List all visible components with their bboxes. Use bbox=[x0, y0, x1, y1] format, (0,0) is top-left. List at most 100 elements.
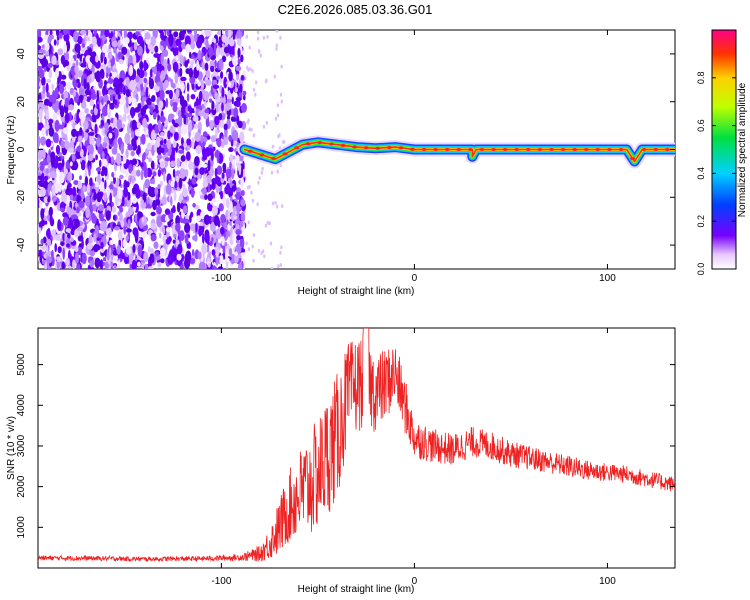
noise-speckle bbox=[231, 129, 239, 141]
noise-speckle bbox=[38, 36, 43, 43]
noise-speckle bbox=[42, 259, 46, 265]
noise-speckle bbox=[240, 199, 246, 207]
trace-peak-dot bbox=[491, 148, 497, 151]
noise-speckle bbox=[103, 192, 108, 203]
noise-speckle bbox=[45, 30, 49, 36]
noise-speckle bbox=[162, 49, 169, 57]
noise-speckle bbox=[254, 92, 257, 97]
noise-speckle bbox=[227, 30, 232, 39]
noise-speckle bbox=[226, 197, 230, 209]
noise-speckle bbox=[101, 158, 108, 167]
noise-speckle bbox=[231, 45, 235, 56]
noise-speckle bbox=[95, 55, 99, 63]
noise-speckle bbox=[84, 107, 89, 114]
noise-speckle bbox=[209, 184, 212, 191]
noise-speckle bbox=[252, 233, 256, 238]
spectrogram-panel: -100 0 100 -40 -20 0 20 40 Height of straight … bbox=[6, 29, 676, 297]
noise-speckle bbox=[98, 204, 105, 212]
noise-speckle bbox=[101, 98, 104, 105]
noise-speckle bbox=[183, 114, 187, 126]
noise-speckle bbox=[205, 39, 209, 50]
noise-speckle bbox=[38, 65, 43, 73]
noise-speckle bbox=[214, 127, 218, 139]
noise-speckle bbox=[119, 213, 123, 222]
noise-speckle bbox=[68, 217, 73, 228]
noise-speckle bbox=[229, 161, 232, 170]
noise-speckle bbox=[174, 180, 178, 189]
noise-speckle bbox=[77, 35, 83, 45]
noise-speckle bbox=[125, 76, 130, 87]
noise-speckle bbox=[183, 138, 187, 143]
noise-speckle bbox=[131, 170, 138, 178]
noise-speckle bbox=[151, 178, 156, 185]
noise-speckle bbox=[44, 175, 49, 182]
noise-speckle bbox=[122, 113, 127, 123]
noise-speckle bbox=[95, 70, 101, 83]
noise-speckle bbox=[122, 154, 127, 164]
noise-speckle bbox=[175, 170, 181, 175]
noise-speckle bbox=[129, 263, 133, 269]
noise-speckle bbox=[157, 55, 160, 63]
colorbar-label: Normalized spectral amplitude bbox=[737, 82, 748, 217]
noise-speckle bbox=[131, 119, 137, 131]
noise-speckle bbox=[163, 242, 167, 249]
noise-speckle bbox=[41, 76, 46, 87]
y-tick-label: -40 bbox=[16, 237, 27, 252]
noise-speckle bbox=[183, 218, 190, 225]
noise-speckle bbox=[177, 229, 181, 236]
noise-speckle bbox=[75, 59, 79, 67]
noise-speckle bbox=[145, 87, 149, 99]
noise-speckle bbox=[234, 193, 240, 198]
noise-speckle bbox=[177, 115, 183, 127]
noise-speckle bbox=[147, 126, 151, 134]
noise-speckle bbox=[206, 174, 212, 184]
noise-speckle bbox=[50, 95, 57, 104]
noise-speckle bbox=[116, 119, 123, 130]
noise-speckle bbox=[113, 171, 117, 178]
noise-speckle bbox=[192, 223, 196, 234]
noise-speckle bbox=[252, 87, 256, 92]
noise-speckle bbox=[240, 74, 245, 81]
noise-speckle bbox=[154, 187, 159, 196]
noise-speckle bbox=[84, 89, 91, 96]
trace-peak-dot bbox=[514, 148, 520, 151]
noise-speckle bbox=[184, 233, 189, 244]
noise-speckle bbox=[111, 40, 118, 48]
noise-speckle bbox=[51, 153, 55, 164]
noise-speckle bbox=[221, 102, 224, 112]
noise-speckle bbox=[125, 96, 129, 109]
trace-peak-dot bbox=[549, 148, 554, 151]
noise-speckle bbox=[237, 47, 241, 58]
noise-speckle bbox=[40, 209, 45, 220]
noise-speckle bbox=[221, 34, 227, 43]
noise-speckle bbox=[214, 115, 220, 126]
noise-speckle bbox=[95, 167, 102, 172]
noise-speckle bbox=[207, 257, 211, 262]
noise-speckle bbox=[202, 163, 208, 168]
noise-speckle bbox=[117, 188, 123, 199]
noise-speckle bbox=[270, 170, 274, 175]
noise-speckle bbox=[199, 222, 204, 227]
noise-speckle bbox=[228, 37, 235, 47]
noise-speckle bbox=[147, 246, 151, 253]
noise-speckle bbox=[266, 34, 269, 39]
noise-speckle bbox=[79, 95, 83, 104]
noise-speckle bbox=[71, 153, 76, 162]
noise-speckle bbox=[160, 30, 165, 41]
noise-speckle bbox=[149, 68, 153, 78]
trace-peak-dot bbox=[525, 148, 531, 151]
noise-speckle bbox=[171, 119, 176, 125]
noise-speckle bbox=[107, 30, 114, 39]
noise-speckle bbox=[93, 233, 97, 243]
noise-speckle bbox=[100, 241, 104, 249]
noise-speckle bbox=[145, 187, 149, 194]
noise-speckle bbox=[197, 49, 202, 61]
noise-speckle bbox=[235, 100, 241, 108]
noise-speckle bbox=[57, 246, 62, 254]
noise-speckle bbox=[77, 244, 82, 256]
noise-speckle bbox=[43, 98, 50, 107]
noise-speckle bbox=[74, 65, 79, 74]
noise-speckle bbox=[118, 259, 121, 269]
noise-speckle bbox=[215, 254, 219, 266]
noise-speckle bbox=[69, 237, 74, 242]
